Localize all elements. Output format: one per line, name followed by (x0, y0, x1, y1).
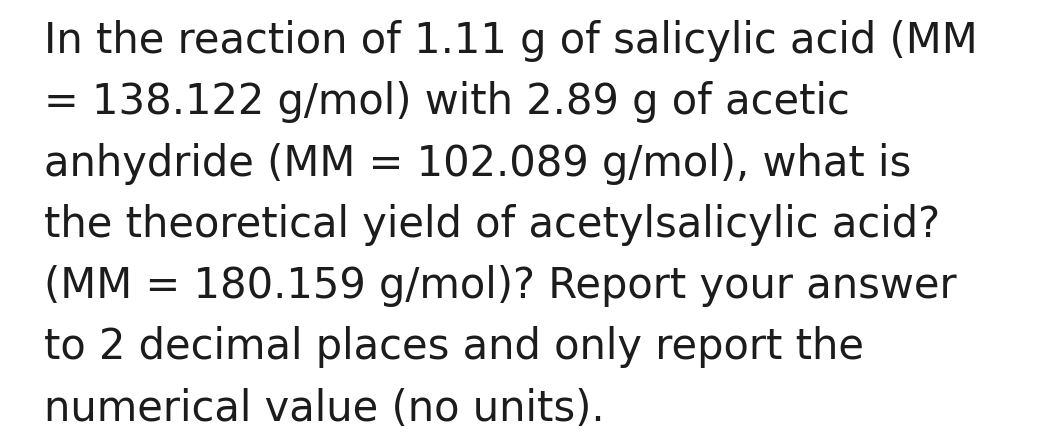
Text: (MM = 180.159 g/mol)? Report your answer: (MM = 180.159 g/mol)? Report your answer (44, 265, 957, 307)
Text: = 138.122 g/mol) with 2.89 g of acetic: = 138.122 g/mol) with 2.89 g of acetic (44, 81, 849, 123)
Text: In the reaction of 1.11 g of salicylic acid (MM: In the reaction of 1.11 g of salicylic a… (44, 20, 977, 62)
Text: the theoretical yield of acetylsalicylic acid?: the theoretical yield of acetylsalicylic… (44, 204, 940, 246)
Text: anhydride (MM = 102.089 g/mol), what is: anhydride (MM = 102.089 g/mol), what is (44, 143, 911, 185)
Text: to 2 decimal places and only report the: to 2 decimal places and only report the (44, 326, 864, 369)
Text: numerical value (no units).: numerical value (no units). (44, 388, 604, 430)
